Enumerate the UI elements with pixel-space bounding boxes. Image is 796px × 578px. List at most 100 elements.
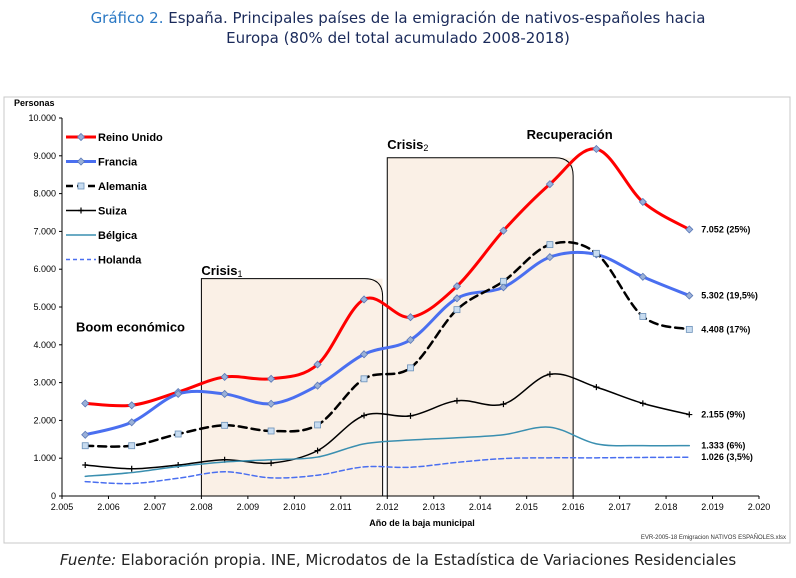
x-tick-label: 2.009 — [237, 502, 260, 512]
chart-frame — [3, 96, 791, 544]
end-label-belgica: 1.333 (6%) — [701, 441, 745, 451]
legend-marker — [77, 182, 85, 190]
data-point — [267, 399, 276, 408]
series-holanda — [84, 456, 691, 485]
legend-marker — [76, 132, 86, 142]
annotation-subscript: 1 — [238, 269, 243, 279]
series-line-francia — [83, 250, 691, 437]
series-francia — [81, 250, 694, 439]
data-point — [685, 225, 694, 234]
data-point — [220, 372, 229, 381]
chart-title: Gráfico 2. España. Principales países de… — [0, 8, 796, 48]
data-point — [128, 465, 135, 472]
title-prefix: Gráfico 2. — [90, 9, 164, 27]
period-outline-1 — [200, 278, 384, 496]
x-tick-label: 2.016 — [562, 502, 585, 512]
data-point — [406, 313, 415, 322]
x-tick-label: 2.019 — [701, 502, 724, 512]
legend-label-belgica: Bélgica — [98, 230, 138, 242]
x-tick-label: 2.018 — [655, 502, 678, 512]
data-point — [268, 460, 275, 467]
annotation-crisis: Crisis2 — [387, 137, 428, 153]
annotation-subscript: 2 — [423, 143, 428, 153]
legend-label-reino-unido: Reino Unido — [98, 132, 163, 144]
y-tick-label: 7.000 — [33, 226, 56, 236]
data-point — [267, 374, 276, 383]
data-point — [452, 282, 462, 291]
data-point — [221, 421, 229, 429]
x-tick-label: 2.014 — [469, 502, 492, 512]
data-point — [313, 381, 322, 390]
end-label-holanda: 1.026 (3,5%) — [701, 452, 753, 462]
y-tick-label: 2.000 — [33, 415, 56, 425]
data-point — [453, 397, 460, 404]
data-point — [361, 412, 368, 419]
data-point — [545, 180, 554, 189]
data-point — [220, 389, 229, 399]
data-point — [592, 144, 601, 154]
source-text: Elaboración propia. INE, Microdatos de l… — [116, 551, 737, 569]
x-tick-label: 2.010 — [283, 502, 306, 512]
x-tick-label: 2.017 — [608, 502, 631, 512]
y-tick-label: 6.000 — [33, 264, 56, 274]
end-label-alemania: 4.408 (17%) — [701, 324, 750, 334]
data-point — [314, 447, 321, 454]
data-point — [639, 313, 647, 320]
y-tick-label: 5.000 — [33, 302, 56, 312]
x-tick-label: 2.005 — [51, 502, 74, 512]
data-point — [174, 430, 182, 438]
x-tick-label: 2.006 — [97, 502, 120, 512]
source-note: Fuente: Elaboración propia. INE, Microda… — [0, 551, 796, 569]
data-point — [127, 418, 136, 427]
period-outline-2 — [386, 157, 574, 496]
source-prefix: Fuente: — [59, 551, 117, 569]
series-line-holanda — [84, 456, 691, 485]
data-point — [500, 401, 507, 408]
data-point — [81, 430, 90, 439]
end-label-reino-unido: 7.052 (25%) — [701, 224, 750, 234]
legend-marker — [76, 157, 86, 166]
data-point — [499, 226, 508, 235]
x-tick-label: 2.020 — [748, 502, 771, 512]
data-point — [453, 306, 461, 314]
period-box-2 — [387, 157, 574, 496]
x-tick-label: 2.008 — [190, 502, 213, 512]
x-axis-label: Año de la baja municipal — [369, 518, 475, 528]
y-tick-label: 8.000 — [33, 189, 56, 199]
x-tick-label: 2.013 — [422, 502, 445, 512]
y-tick-label: 9.000 — [33, 151, 56, 161]
data-point — [592, 249, 600, 257]
y-axis-label: Personas — [14, 98, 55, 108]
data-point — [452, 294, 462, 303]
data-point — [406, 335, 415, 344]
annotation-recuperacion: Recuperación — [527, 127, 613, 142]
series-line-belgica — [84, 426, 691, 478]
end-label-suiza: 2.155 (9%) — [701, 410, 745, 420]
data-point — [685, 325, 693, 333]
y-tick-label: 3.000 — [33, 378, 56, 388]
data-point — [313, 360, 322, 369]
data-point — [314, 421, 321, 429]
data-point — [545, 253, 554, 262]
data-point — [499, 283, 508, 292]
series-line-suiza — [84, 373, 691, 470]
data-point — [638, 197, 647, 206]
data-point — [127, 401, 136, 410]
series-suiza — [82, 371, 693, 472]
x-tick-label: 2.011 — [330, 502, 352, 512]
legend-marker — [78, 207, 84, 214]
x-tick-label: 2.007 — [144, 502, 167, 512]
legend-label-alemania: Alemania — [98, 181, 148, 193]
y-tick-label: 4.000 — [33, 340, 56, 350]
data-point — [82, 462, 89, 469]
data-point — [407, 364, 414, 372]
y-tick-label: 0 — [51, 491, 56, 501]
data-point — [593, 384, 600, 391]
data-point — [81, 399, 90, 408]
data-point — [639, 400, 646, 407]
data-point — [685, 291, 694, 300]
data-point — [359, 350, 369, 359]
data-point — [128, 442, 136, 450]
data-point — [359, 295, 369, 304]
